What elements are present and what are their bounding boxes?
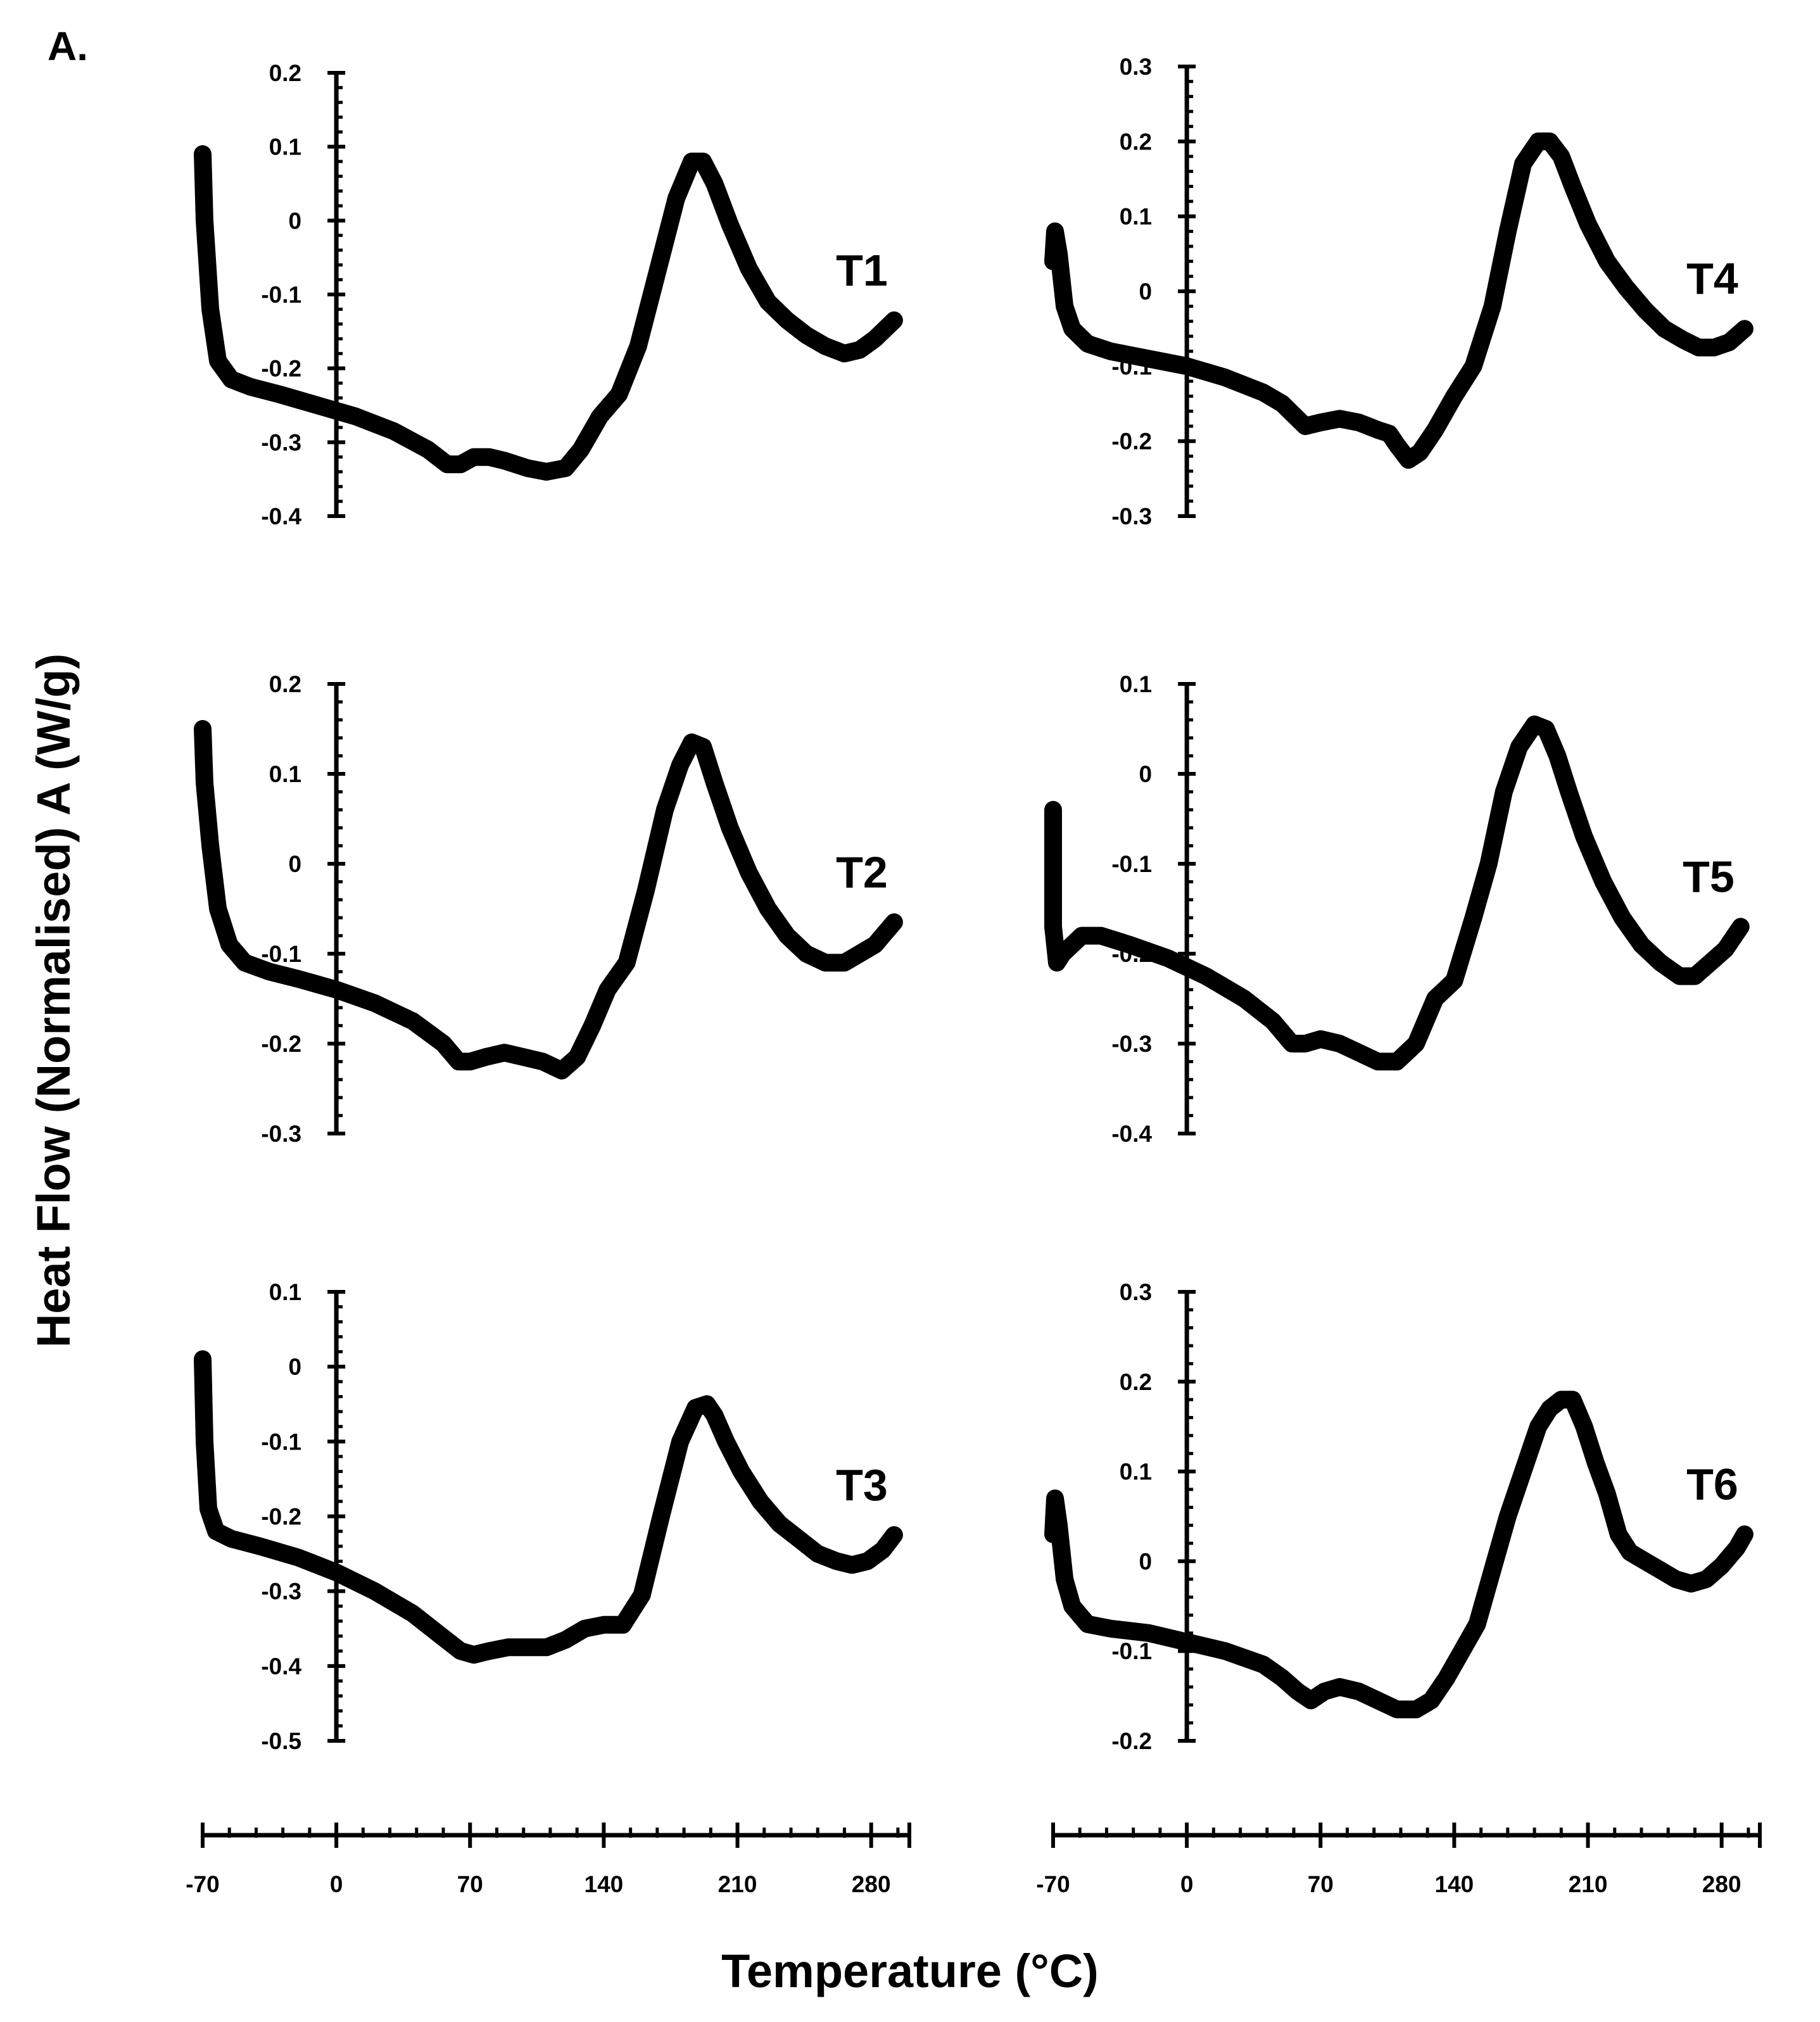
series-line-t1 (194, 145, 903, 481)
x-axis-left: -70 0 70 140 210 280 (186, 1823, 911, 1897)
y-tick-label: -0.3 (261, 1579, 301, 1605)
series-line-t3 (194, 1350, 903, 1664)
y-tick-label: -0.3 (1111, 1031, 1152, 1057)
x-tick-label: 280 (852, 1871, 891, 1897)
y-tick-label: 0.3 (1120, 1279, 1152, 1305)
y-tick-label: 0.1 (269, 1279, 301, 1305)
panel-t4: -0.3-0.2-0.100.10.20.3T4 (1044, 54, 1754, 529)
panel-t3: -0.5 -0.4 -0.3 -0.2 -0.1 0 0.1 T3 (194, 1279, 903, 1754)
y-tick-label: -0.2 (261, 356, 301, 382)
y-tick-label: -0.5 (261, 1728, 301, 1754)
y-tick-label: 0.1 (269, 761, 301, 787)
y-tick-label: -0.1 (1111, 1638, 1152, 1664)
series-line-t6 (1044, 1391, 1754, 1719)
x-tick-label: 0 (1180, 1871, 1194, 1897)
y-tick-label: -0.3 (1111, 503, 1152, 529)
y-tick-label: 0.2 (1120, 1369, 1152, 1395)
series-label-t3: T3 (836, 1460, 888, 1510)
panel-t1: -0.4 -0.3 -0.2 -0.1 0 0.1 0.2 T1 (194, 60, 903, 529)
x-tick-label: -70 (1036, 1871, 1070, 1897)
panel-t2: -0.3-0.2-0.100.10.2T2 (194, 671, 903, 1147)
y-tick-label: -0.3 (261, 429, 301, 455)
x-axis-title: Temperature (°C) (721, 1945, 1099, 1997)
y-tick-label: 0.1 (1120, 671, 1152, 697)
y-tick-label: -0.4 (261, 503, 301, 529)
y-tick-label: 0 (1139, 1548, 1153, 1574)
y-tick-label: -0.2 (1111, 1728, 1152, 1754)
x-tick-label: 70 (1308, 1871, 1334, 1897)
x-tick-label: -70 (186, 1871, 219, 1897)
x-tick-label: 210 (718, 1871, 757, 1897)
y-tick-label: 0.3 (1120, 54, 1152, 80)
panel-label: A. (47, 23, 88, 69)
y-tick-label: -0.2 (1111, 429, 1152, 455)
y-tick-label: 0.2 (269, 60, 301, 86)
y-tick-label: 0.1 (1120, 204, 1152, 230)
y-tick-label: 0.2 (269, 671, 301, 697)
y-tick-label: -0.1 (261, 282, 301, 308)
x-tick-label: 280 (1702, 1871, 1741, 1897)
y-tick-label: 0.1 (269, 134, 301, 160)
series-label-t6: T6 (1686, 1460, 1738, 1509)
series-label-t1: T1 (836, 246, 888, 295)
y-axis-title: Heat Flow (Normalised) A (W/g) (27, 654, 80, 1348)
x-tick-label: 140 (1435, 1871, 1474, 1897)
y-tick-label: -0.4 (261, 1653, 301, 1679)
x-tick-label: 140 (585, 1871, 624, 1897)
x-tick-label: 0 (330, 1871, 343, 1897)
y-tick-label: -0.3 (261, 1121, 301, 1147)
x-tick-label: 70 (457, 1871, 483, 1897)
series-line-t5 (1044, 715, 1750, 1071)
y-tick-label: -0.4 (1111, 1121, 1152, 1147)
y-tick-label: 0 (289, 208, 302, 234)
plot-area: -0.4 -0.3 -0.2 -0.1 0 0.1 0.2 T1 -0.3 -0.2 -0.1 0 0.… (186, 54, 1762, 1897)
series-label-t4: T4 (1686, 254, 1738, 303)
x-axis-right: -70 0 70 140 210 280 (1036, 1823, 1762, 1897)
y-tick-label: -0.1 (1111, 851, 1152, 877)
y-tick-label: 0.1 (1120, 1459, 1152, 1485)
panel-t5: -0.4-0.3-0.2-0.100.1T5 (1044, 671, 1750, 1147)
y-tick-label: -0.2 (261, 1504, 301, 1530)
series-line-t2 (194, 720, 903, 1080)
series-label-t5: T5 (1683, 852, 1735, 901)
y-tick-label: -0.1 (261, 1429, 301, 1455)
x-tick-label: 210 (1569, 1871, 1608, 1897)
y-tick-label: 0 (1139, 279, 1153, 305)
panel-t6: -0.2 -0.1 0 0.1 0.2 0.3 T6 (1044, 1279, 1754, 1754)
series-line-t4 (1044, 132, 1754, 469)
y-tick-label: 0.2 (1120, 129, 1152, 155)
series-label-t2: T2 (836, 847, 888, 897)
y-tick-label: -0.2 (261, 1031, 301, 1057)
y-tick-label: 0 (289, 1354, 302, 1380)
y-tick-label: 0 (1139, 761, 1153, 787)
y-tick-label: 0 (289, 851, 302, 877)
